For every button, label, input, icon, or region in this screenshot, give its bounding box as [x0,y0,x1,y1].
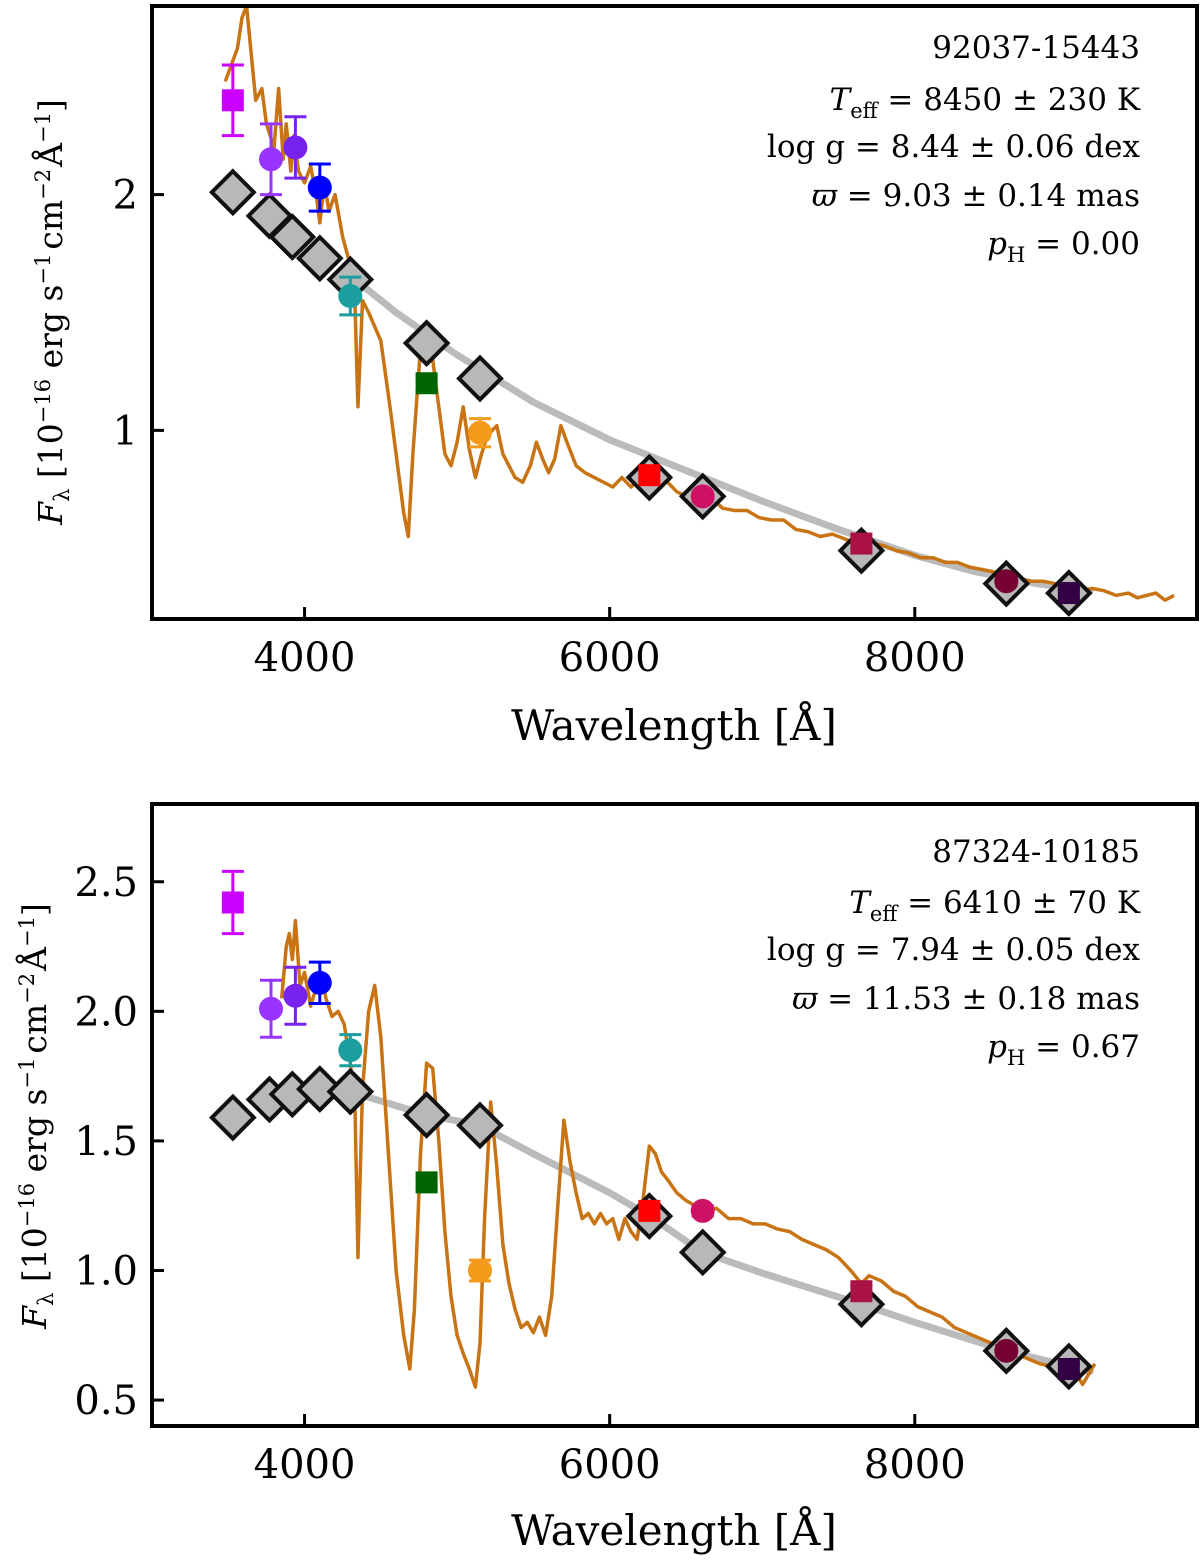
bottom-obs-circle-4 [338,1038,363,1063]
bottom-obs-square-9 [850,1280,873,1303]
top-obs-circle-6 [467,420,492,445]
top-xtick-label-0: 4000 [254,635,356,681]
bottom-model-diamond-4 [326,1067,375,1116]
top-plot-clip [209,6,1175,617]
bottom-teff: Teff = 6410 ± 70 K [849,885,1141,926]
top-model-diamond-0 [209,168,257,217]
top-obs-square-5 [415,372,438,395]
bottom-obs-square-0 [221,891,244,914]
top-logg: log g = 8.44 ± 0.06 dex [767,129,1141,165]
bottom-plot-clip [209,869,1097,1391]
top-model-diamond-6 [456,354,504,403]
bottom-x-axis-label: Wavelength [Å] [511,1505,837,1555]
bottom-plot-area [209,869,1097,1391]
bottom-obs-square-7 [638,1199,661,1222]
bottom-model-diamond-3 [295,1065,344,1113]
bottom-xtick-label-1: 6000 [559,1442,661,1488]
top-model-curve [354,278,1094,595]
bottom-model-diamond-6 [456,1101,504,1150]
top-axes-frame [150,4,1199,621]
bottom-axes-frame [150,802,1199,1428]
top-ticks: 4000 6000 8000 1 2 [113,173,966,681]
bottom-obs-circle-3 [307,970,332,995]
top-model-diamond-2 [268,213,317,261]
bottom-parallax: ϖ = 11.53 ± 0.18 mas [792,981,1140,1017]
bottom-ytick-label-3: 2.0 [74,989,138,1035]
top-xtick-label-2: 8000 [864,635,966,681]
bottom-ph: pH = 0.67 [987,1029,1140,1070]
bottom-ticks: 4000 6000 8000 0.5 1.0 1.5 2.0 2.5 [74,860,965,1488]
bottom-ytick-label-4: 2.5 [74,860,138,906]
bottom-obs-circle-2 [283,983,308,1008]
bottom-annotation: 87324-10185 Teff = 6410 ± 70 K log g = 7… [767,834,1141,1070]
bottom-ytick-label-0: 0.5 [74,1378,138,1424]
bottom-y-axis-label: Fλ [10−16 erg s−1cm−2Å−1] [14,903,58,1330]
top-obs-circle-10 [994,569,1019,594]
top-obs-circle-2 [283,135,308,160]
top-x-axis-label: Wavelength [Å] [511,700,837,750]
bottom-obs-circle-6 [467,1258,492,1283]
top-star-name: 92037-15443 [932,30,1140,66]
top-obs-square-7 [638,464,661,487]
top-plot-area [209,6,1175,617]
top-obs-circle-1 [258,147,283,172]
bottom-panel: 4000 6000 8000 0.5 1.0 1.5 2.0 2.5 87324-10185 … [14,802,1199,1555]
bottom-obs-square-11 [1057,1357,1080,1380]
bottom-xtick-label-0: 4000 [254,1442,356,1488]
bottom-obs-square-5 [415,1171,438,1194]
bottom-ytick-label-2: 1.5 [74,1119,138,1165]
top-model-diamond-3 [295,234,344,283]
bottom-obs-circle-1 [258,996,283,1021]
bottom-obs-circle-8 [690,1198,715,1223]
top-y-axis-label: Fλ [10−16 erg s−1cm−2Å−1] [30,99,74,526]
top-obs-square-0 [221,89,244,112]
top-annotation: 92037-15443 Teff = 8450 ± 230 K log g = … [767,30,1141,267]
top-xtick-label-1: 6000 [559,635,661,681]
top-model-diamond-5 [402,319,451,367]
bottom-model-diamond-8 [678,1228,727,1277]
top-obs-square-11 [1057,582,1080,605]
bottom-spectrum-line [279,918,1097,1389]
bottom-model-diamond-5 [402,1091,451,1139]
bottom-obs-circle-10 [994,1338,1019,1363]
bottom-star-name: 87324-10185 [932,834,1140,870]
top-obs-circle-4 [338,283,363,308]
bottom-xtick-label-2: 8000 [864,1442,966,1488]
top-ytick-label-1: 2 [113,173,138,219]
top-obs-square-9 [850,532,873,555]
bottom-model-diamond-0 [209,1093,257,1142]
top-ph: pH = 0.00 [987,226,1140,267]
top-parallax: ϖ = 9.03 ± 0.14 mas [812,178,1140,214]
top-panel: 4000 6000 8000 1 2 92037-15443 Teff = 8450 ±… [30,4,1199,750]
bottom-ytick-label-1: 1.0 [74,1249,138,1295]
top-obs-circle-3 [307,175,332,200]
bottom-logg: log g = 7.94 ± 0.05 dex [767,932,1141,968]
top-ytick-label-0: 1 [113,408,138,454]
top-obs-circle-8 [690,484,715,509]
top-teff: Teff = 8450 ± 230 K [830,82,1141,123]
bottom-model-curve [346,1088,1094,1376]
